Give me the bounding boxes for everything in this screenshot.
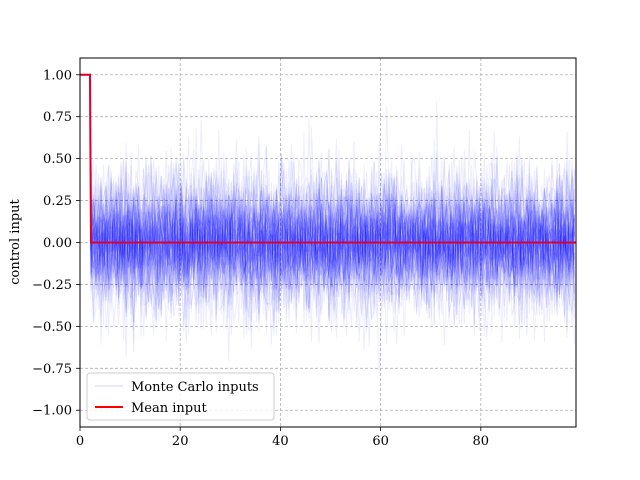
monte-carlo-trajectory	[80, 74, 575, 307]
legend-box	[86, 372, 275, 421]
monte-carlo-trajectory	[80, 74, 575, 316]
monte-carlo-trajectory	[80, 74, 575, 348]
monte-carlo-trajectory	[80, 74, 575, 322]
mean-input-line	[80, 73, 576, 244]
monte-carlo-trajectory	[80, 74, 575, 301]
monte-carlo-trajectory	[80, 74, 575, 344]
y-tick-label: −1.00	[32, 404, 72, 419]
monte-carlo-trajectory	[80, 74, 575, 292]
monte-carlo-trajectory	[80, 74, 575, 306]
monte-carlo-trajectory	[80, 74, 575, 328]
mean-input-overlay	[80, 73, 576, 244]
y-tick-label: −0.75	[32, 362, 72, 377]
monte-carlo-trajectory	[80, 74, 575, 346]
monte-carlo-trajectory	[80, 74, 575, 333]
monte-carlo-trajectory	[80, 74, 575, 309]
x-tick-label: 0	[76, 434, 84, 449]
monte-carlo-trajectory	[80, 74, 575, 312]
y-tick-label: 0.50	[43, 152, 72, 167]
monte-carlo-trajectory	[80, 74, 575, 344]
y-axis-label: control input	[8, 198, 23, 284]
monte-carlo-trajectory	[80, 74, 575, 310]
monte-carlo-trajectory	[80, 74, 575, 334]
x-tick-label: 40	[272, 434, 289, 449]
monte-carlo-trajectory	[80, 74, 575, 351]
x-tick-label: 20	[172, 434, 189, 449]
legend: Monte Carlo inputs Mean input	[86, 372, 275, 421]
monte-carlo-trajectory	[80, 74, 575, 345]
monte-carlo-trajectory	[80, 74, 575, 297]
monte-carlo-trajectories	[80, 74, 575, 377]
monte-carlo-trajectory	[80, 74, 575, 343]
monte-carlo-trajectory	[80, 74, 575, 298]
monte-carlo-trajectory	[80, 74, 575, 295]
monte-carlo-trajectory	[80, 74, 575, 327]
monte-carlo-trajectory	[80, 74, 575, 332]
monte-carlo-trajectory	[80, 74, 575, 323]
monte-carlo-trajectory	[80, 74, 575, 316]
monte-carlo-trajectory	[80, 74, 575, 342]
monte-carlo-trajectory	[80, 74, 575, 325]
y-tick-label: −0.50	[32, 320, 72, 335]
monte-carlo-trajectory	[80, 74, 575, 336]
x-tick-label: 60	[372, 434, 389, 449]
monte-carlo-trajectory	[80, 74, 575, 338]
monte-carlo-trajectory	[80, 74, 575, 301]
monte-carlo-trajectory	[80, 74, 575, 333]
monte-carlo-trajectory	[80, 74, 575, 322]
monte-carlo-trajectory	[80, 74, 575, 336]
monte-carlo-trajectory	[80, 74, 575, 345]
legend-label-mean: Mean input	[131, 401, 207, 416]
monte-carlo-trajectory	[80, 74, 575, 312]
monte-carlo-trajectory	[80, 74, 575, 319]
monte-carlo-trajectory	[80, 74, 575, 352]
y-tick-label: 0.75	[43, 110, 72, 125]
monte-carlo-trajectory	[80, 74, 575, 345]
y-tick-label: 1.00	[43, 68, 72, 83]
monte-carlo-trajectory	[80, 74, 575, 330]
y-tick-label: −0.25	[32, 278, 72, 293]
monte-carlo-trajectory	[80, 74, 575, 322]
monte-carlo-trajectory	[80, 74, 575, 330]
axis-ticks: 0 20 40 60 80 −1.00 −0.75 −0.50 −0.25 0.00 0.25 0.5…	[32, 68, 489, 449]
y-tick-label: 0.25	[43, 194, 72, 209]
monte-carlo-trajectory	[80, 74, 575, 288]
monte-carlo-trajectory	[80, 74, 575, 342]
mean-input-line-group	[80, 73, 576, 244]
monte-carlo-trajectory	[80, 74, 575, 339]
monte-carlo-trajectory	[80, 74, 575, 362]
monte-carlo-trajectory	[80, 74, 575, 342]
monte-carlo-trajectory	[80, 74, 575, 323]
legend-label-monte-carlo: Monte Carlo inputs	[131, 380, 259, 395]
monte-carlo-trajectory	[80, 74, 575, 336]
monte-carlo-trajectory	[80, 74, 575, 344]
monte-carlo-trajectory	[80, 74, 575, 341]
x-tick-label: 80	[473, 434, 490, 449]
monte-carlo-trajectory	[80, 74, 575, 377]
monte-carlo-trajectory	[80, 74, 575, 337]
monte-carlo-trajectory	[80, 74, 575, 293]
monte-carlo-trajectory	[80, 74, 575, 337]
monte-carlo-trajectory	[80, 74, 575, 340]
monte-carlo-trajectory	[80, 74, 575, 328]
monte-carlo-trajectory	[80, 74, 575, 333]
monte-carlo-trajectory	[80, 74, 575, 318]
y-tick-label: 0.00	[43, 236, 72, 251]
